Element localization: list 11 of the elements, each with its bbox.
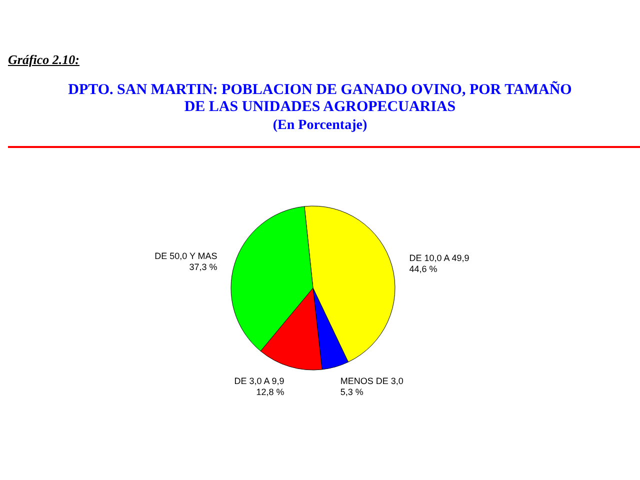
slice-label: DE 3,0 A 9,9 [234, 376, 284, 386]
data-label: 44,6 % [409, 264, 438, 274]
text: Gráfico 2.10: [8, 51, 80, 68]
data-label: 5,3 % [340, 387, 364, 398]
slice-label: DE 50,0 Y MAS [154, 250, 218, 261]
data-label: 12,8 % [256, 386, 284, 397]
slice-label: MENOS DE 3,0 [340, 376, 404, 386]
data-label: 37,3 % [189, 262, 218, 272]
chart-title: DPTO. SAN MARTIN: POBLACION DE GANADO OVINO, POR TAMAÑO DE LAS UNIDADES AGROPECUARIAS [67, 82, 573, 116]
slice-label: DE 10,0 A 49,9 [409, 252, 470, 263]
chart-subtitle: (En Porcentaje) [272, 118, 368, 134]
